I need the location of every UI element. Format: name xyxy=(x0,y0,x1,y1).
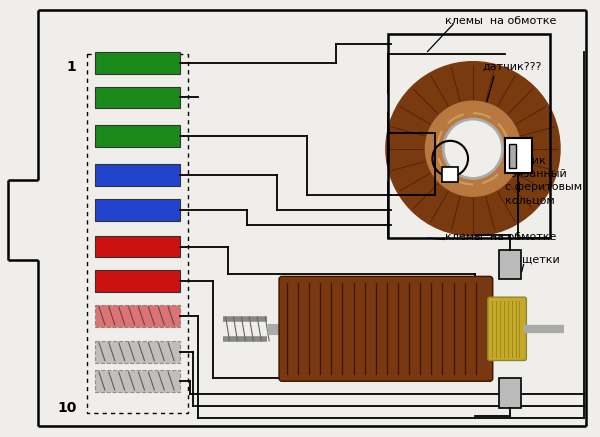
Text: 1: 1 xyxy=(67,59,76,73)
Bar xyxy=(95,271,180,292)
Text: клемы  на обмотке: клемы на обмотке xyxy=(445,232,557,242)
Bar xyxy=(95,52,180,74)
Bar xyxy=(442,166,458,182)
FancyBboxPatch shape xyxy=(279,276,493,381)
Text: щетки: щетки xyxy=(523,255,560,265)
Text: датчик
связанный
с феритовым
кольцом: датчик связанный с феритовым кольцом xyxy=(505,156,582,205)
FancyBboxPatch shape xyxy=(488,297,526,361)
Bar xyxy=(505,138,532,173)
Bar xyxy=(95,305,180,327)
Bar xyxy=(499,250,521,279)
Bar xyxy=(388,34,550,238)
Text: клемы  на обмотке: клемы на обмотке xyxy=(445,16,557,26)
Bar xyxy=(95,370,180,392)
Bar xyxy=(87,54,188,413)
Circle shape xyxy=(425,101,520,196)
Text: датчик???: датчик??? xyxy=(483,62,542,72)
Bar xyxy=(95,87,180,108)
Bar xyxy=(95,236,180,257)
Text: 10: 10 xyxy=(58,401,77,415)
Bar xyxy=(95,341,180,363)
Bar xyxy=(499,378,521,408)
Bar xyxy=(95,199,180,221)
Circle shape xyxy=(443,119,503,178)
Bar xyxy=(95,164,180,186)
Circle shape xyxy=(386,62,560,236)
Bar xyxy=(95,125,180,147)
Bar xyxy=(509,144,517,167)
